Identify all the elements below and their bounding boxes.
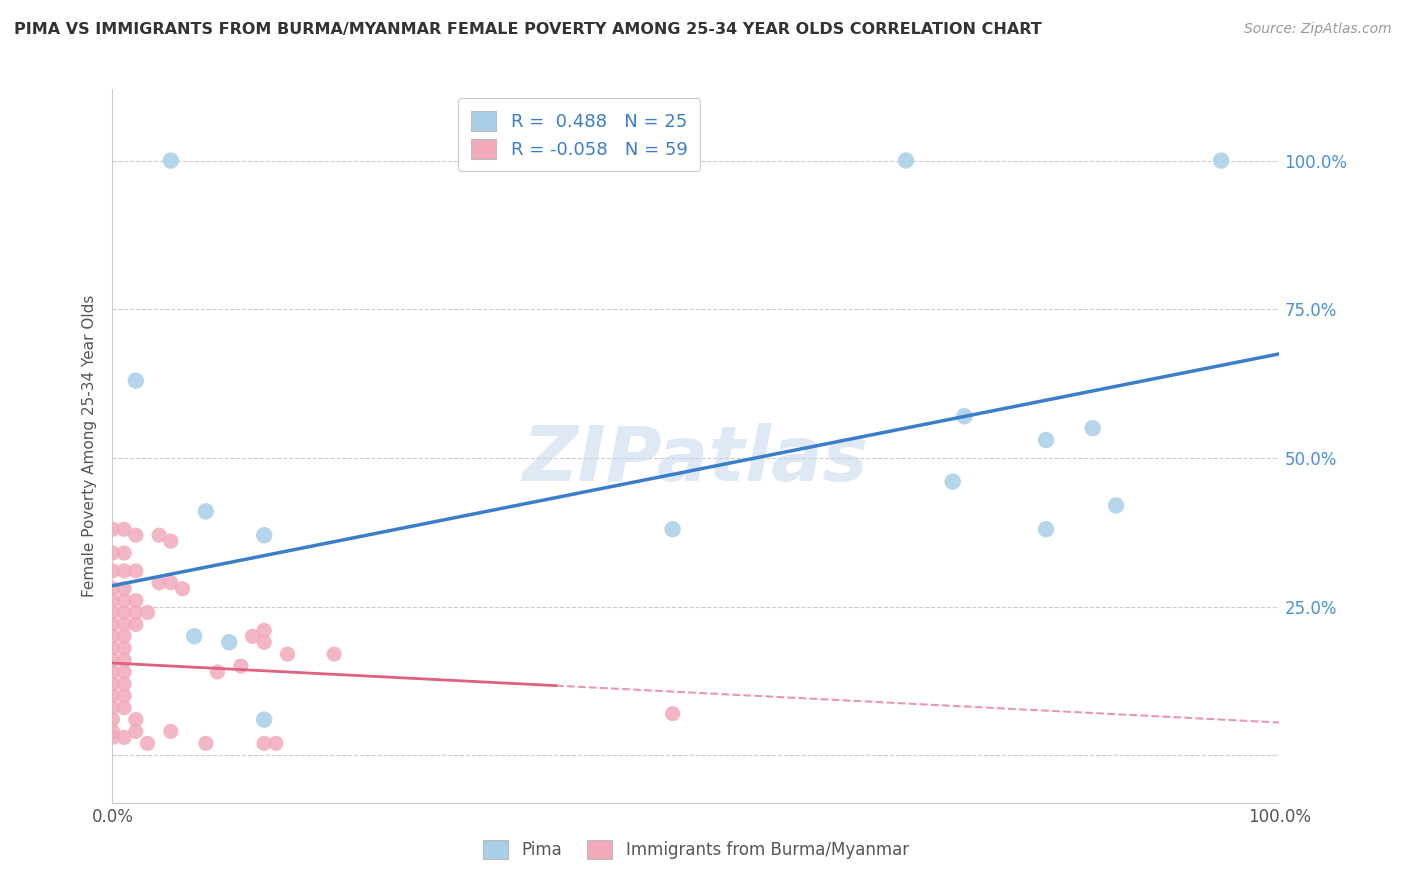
Point — [125, 528, 148, 542]
Point — [112, 689, 135, 703]
Point — [112, 522, 135, 536]
Point — [101, 665, 124, 679]
Point — [942, 475, 965, 489]
Point — [242, 629, 264, 643]
Text: ZIPatlas: ZIPatlas — [523, 424, 869, 497]
Point — [253, 713, 276, 727]
Point — [229, 659, 252, 673]
Point — [160, 724, 183, 739]
Point — [112, 677, 135, 691]
Point — [136, 606, 159, 620]
Point — [101, 522, 124, 536]
Point — [112, 564, 135, 578]
Point — [112, 546, 135, 560]
Point — [112, 731, 135, 745]
Point — [264, 736, 287, 750]
Text: Source: ZipAtlas.com: Source: ZipAtlas.com — [1244, 22, 1392, 37]
Point — [253, 736, 276, 750]
Point — [253, 624, 276, 638]
Point — [101, 641, 124, 656]
Point — [101, 593, 124, 607]
Point — [1105, 499, 1128, 513]
Point — [148, 528, 170, 542]
Point — [112, 641, 135, 656]
Point — [1035, 433, 1057, 447]
Point — [125, 617, 148, 632]
Text: PIMA VS IMMIGRANTS FROM BURMA/MYANMAR FEMALE POVERTY AMONG 25-34 YEAR OLDS CORRE: PIMA VS IMMIGRANTS FROM BURMA/MYANMAR FE… — [14, 22, 1042, 37]
Point — [253, 635, 276, 649]
Point — [112, 653, 135, 667]
Point — [160, 575, 183, 590]
Point — [160, 153, 183, 168]
Point — [101, 713, 124, 727]
Point — [101, 629, 124, 643]
Point — [125, 724, 148, 739]
Point — [112, 617, 135, 632]
Point — [101, 677, 124, 691]
Point — [101, 564, 124, 578]
Point — [101, 606, 124, 620]
Point — [953, 409, 976, 424]
Legend: Pima, Immigrants from Burma/Myanmar: Pima, Immigrants from Burma/Myanmar — [477, 834, 915, 866]
Point — [112, 593, 135, 607]
Point — [207, 665, 229, 679]
Point — [125, 564, 148, 578]
Point — [112, 606, 135, 620]
Point — [276, 647, 298, 661]
Point — [101, 731, 124, 745]
Point — [253, 528, 276, 542]
Point — [148, 575, 170, 590]
Point — [101, 582, 124, 596]
Point — [160, 534, 183, 549]
Point — [125, 713, 148, 727]
Point — [101, 546, 124, 560]
Point — [125, 606, 148, 620]
Point — [194, 736, 217, 750]
Point — [101, 653, 124, 667]
Point — [1035, 522, 1057, 536]
Point — [101, 700, 124, 714]
Point — [323, 647, 346, 661]
Point — [112, 582, 135, 596]
Point — [112, 629, 135, 643]
Point — [101, 724, 124, 739]
Point — [218, 635, 240, 649]
Point — [194, 504, 217, 518]
Point — [101, 617, 124, 632]
Point — [125, 593, 148, 607]
Point — [112, 700, 135, 714]
Point — [661, 522, 683, 536]
Y-axis label: Female Poverty Among 25-34 Year Olds: Female Poverty Among 25-34 Year Olds — [82, 295, 97, 597]
Point — [894, 153, 917, 168]
Point — [112, 665, 135, 679]
Point — [1209, 153, 1232, 168]
Point — [661, 706, 683, 721]
Point — [101, 689, 124, 703]
Point — [125, 374, 148, 388]
Point — [172, 582, 194, 596]
Point — [136, 736, 159, 750]
Point — [183, 629, 205, 643]
Point — [1081, 421, 1104, 435]
